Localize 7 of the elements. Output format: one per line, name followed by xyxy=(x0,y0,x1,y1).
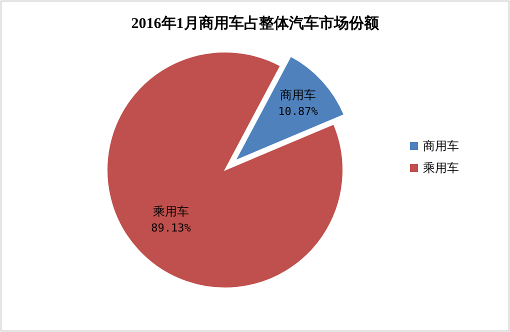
data-label: 10.87% xyxy=(278,105,318,118)
slice-label: 乘用车 xyxy=(153,204,190,218)
slice-label: 商用车 xyxy=(280,88,316,102)
legend-label: 商用车 xyxy=(423,139,459,153)
chart-title: 2016年1月商用车占整体汽车市场份额 xyxy=(131,14,380,32)
legend-label: 乘用车 xyxy=(423,161,459,175)
data-label: 89.13% xyxy=(151,221,192,234)
